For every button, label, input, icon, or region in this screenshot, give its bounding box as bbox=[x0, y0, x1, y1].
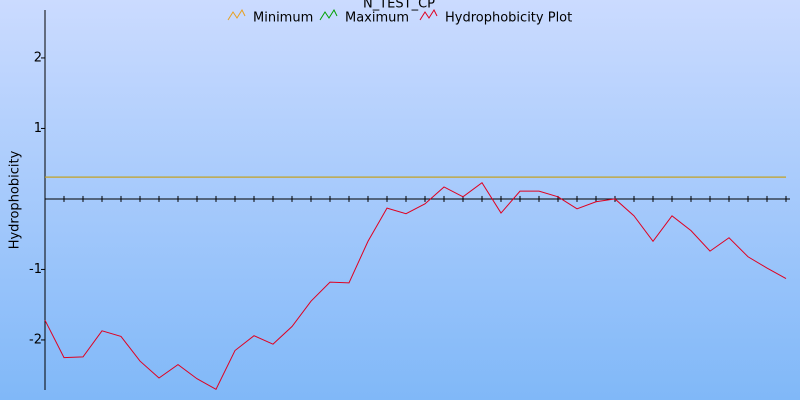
y-tick-label: -1 bbox=[29, 262, 42, 277]
legend-label: Hydrophobicity Plot bbox=[445, 11, 572, 26]
y-tick-label: -2 bbox=[29, 332, 42, 347]
chart-title: N_TEST_CP bbox=[363, 0, 435, 12]
series-line bbox=[44, 182, 787, 390]
y-tick-label: 2 bbox=[34, 50, 42, 65]
legend-label: Minimum bbox=[253, 11, 313, 26]
legend-icon bbox=[227, 8, 246, 21]
legend-icon bbox=[419, 8, 438, 21]
legend-icon bbox=[319, 8, 338, 21]
legend-label: Maximum bbox=[345, 11, 409, 26]
y-tick-label: 1 bbox=[34, 121, 42, 136]
y-axis-label: Hydrophobicity bbox=[8, 150, 23, 249]
